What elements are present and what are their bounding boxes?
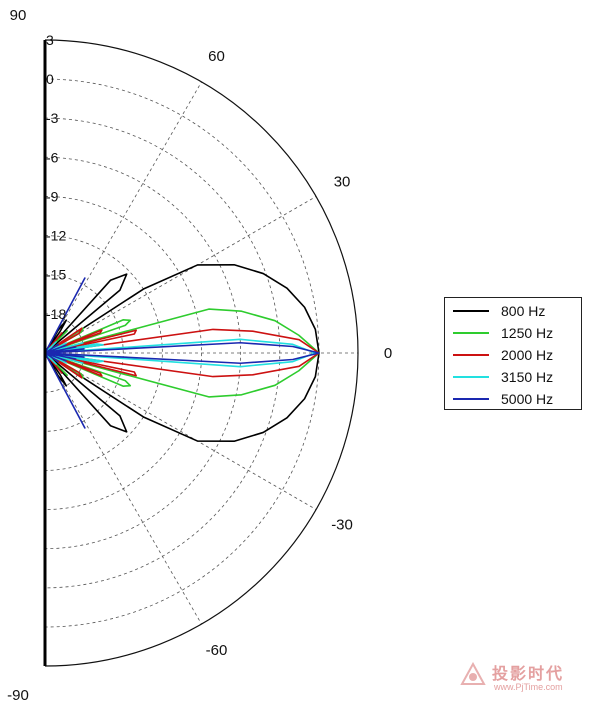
watermark-url: www.PjTime.com	[494, 682, 563, 692]
legend-item-2000hz: 2000 Hz	[445, 344, 581, 366]
grid-spoke	[44, 196, 317, 354]
legend-item-3150hz: 3150 Hz	[445, 366, 581, 388]
legend: 800 Hz 1250 Hz 2000 Hz 3150 Hz 5000 Hz	[444, 297, 582, 410]
angle-label: -60	[206, 642, 228, 659]
legend-item-1250hz: 1250 Hz	[445, 322, 581, 344]
legend-swatch	[453, 398, 489, 400]
series-curves	[44, 263, 320, 443]
radial-tick-label: 0	[46, 71, 54, 87]
angle-label: -90	[7, 687, 29, 704]
grid-circle	[44, 78, 320, 628]
radial-tick-label: -12	[46, 228, 66, 244]
grid-spoke	[44, 352, 202, 625]
radial-tick-label: -9	[46, 188, 59, 204]
radial-tick-label: -18	[46, 306, 66, 322]
legend-swatch	[453, 332, 489, 334]
legend-label: 2000 Hz	[501, 347, 554, 363]
grid-circle	[44, 235, 163, 471]
grid-circle	[44, 196, 202, 510]
polar-grid	[44, 78, 358, 628]
legend-swatch	[453, 310, 489, 312]
radial-tick-label: -15	[46, 267, 66, 283]
angle-label: -30	[331, 517, 353, 534]
watermark-text: 投影时代	[492, 664, 565, 683]
polar-axes	[43, 39, 359, 667]
legend-item-5000hz: 5000 Hz	[445, 388, 581, 410]
legend-label: 5000 Hz	[501, 391, 554, 407]
legend-label: 1250 Hz	[501, 325, 554, 341]
legend-swatch	[453, 354, 489, 356]
grid-spoke	[44, 81, 202, 354]
angle-label: 30	[334, 174, 351, 191]
series-curve-2000hz	[44, 327, 320, 379]
series-curve-1250hz	[44, 308, 320, 398]
grid-spoke	[44, 352, 317, 510]
grid-circle	[44, 313, 85, 393]
legend-label: 800 Hz	[501, 303, 546, 319]
watermark-logo-icon	[460, 662, 486, 685]
series-curve-5000hz	[44, 277, 320, 429]
radial-tick-label: -3	[46, 110, 59, 126]
grid-circle	[44, 156, 242, 550]
outer-boundary	[44, 39, 359, 667]
series-curve-800hz	[44, 263, 320, 443]
radial-tick-label: -6	[46, 149, 59, 165]
legend-item-800hz: 800 Hz	[445, 300, 581, 322]
angle-label: 90	[10, 7, 27, 24]
radial-tick-label: 3	[46, 32, 54, 48]
watermark: 投影时代 www.PjTime.com	[460, 660, 590, 700]
angle-label: 0	[384, 345, 392, 362]
angle-label: 60	[208, 48, 225, 65]
legend-swatch	[453, 376, 489, 378]
legend-label: 3150 Hz	[501, 369, 554, 385]
